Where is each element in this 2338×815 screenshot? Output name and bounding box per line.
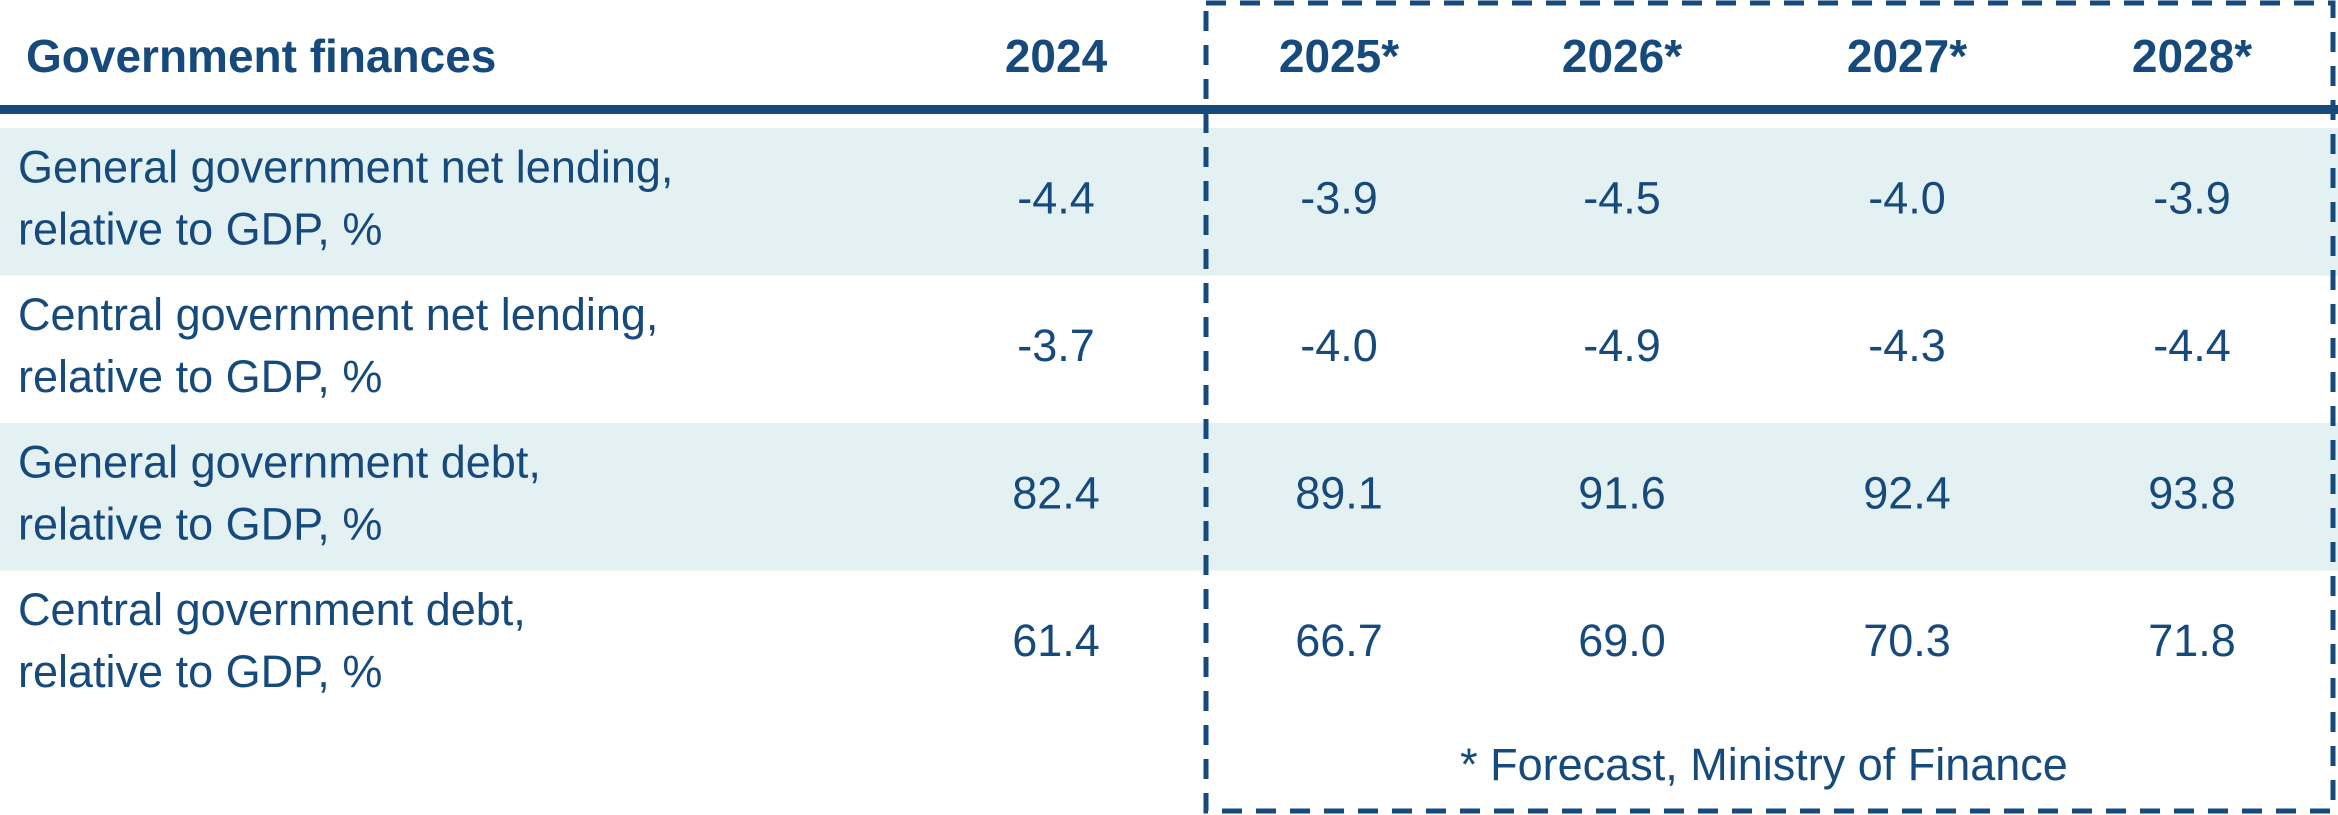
- header-title: Government finances: [26, 30, 496, 82]
- header-year: 2027*: [1847, 30, 1967, 82]
- cell-value: -4.5: [1583, 173, 1661, 224]
- row-label: Central government net lending,: [18, 289, 658, 340]
- cell-value: 71.8: [2148, 615, 2236, 666]
- cell-value: 89.1: [1295, 468, 1383, 519]
- row-band: [0, 423, 2338, 571]
- forecast-box: [1203, 0, 2336, 814]
- header-year: 2026*: [1562, 30, 1682, 82]
- row-label: relative to GDP, %: [18, 204, 382, 255]
- row-band: [0, 128, 2338, 276]
- cell-value: 61.4: [1012, 615, 1100, 666]
- header-year: 2024: [1005, 30, 1108, 82]
- header-rule: [0, 105, 2338, 114]
- header-year: 2025*: [1279, 30, 1399, 82]
- row-label: relative to GDP, %: [18, 499, 382, 550]
- cell-value: 66.7: [1295, 615, 1383, 666]
- cell-value: -4.0: [1300, 320, 1378, 371]
- cell-value: -3.9: [1300, 173, 1378, 224]
- cell-value: -4.0: [1868, 173, 1946, 224]
- cell-value: -3.9: [2153, 173, 2231, 224]
- cell-value: -4.9: [1583, 320, 1661, 371]
- cell-value: -4.3: [1868, 320, 1946, 371]
- row-label: General government net lending,: [18, 142, 673, 193]
- row-bands: [0, 128, 2338, 571]
- row-label: General government debt,: [18, 437, 541, 488]
- row-label: relative to GDP, %: [18, 351, 382, 402]
- cell-value: -4.4: [2153, 320, 2231, 371]
- cell-value: 92.4: [1863, 468, 1951, 519]
- cell-value: 93.8: [2148, 468, 2236, 519]
- row-label: relative to GDP, %: [18, 646, 382, 697]
- cell-value: 70.3: [1863, 615, 1951, 666]
- cell-value: 82.4: [1012, 468, 1100, 519]
- footnote: * Forecast, Ministry of Finance: [1460, 739, 2068, 790]
- cell-value: -3.7: [1017, 320, 1095, 371]
- header-year: 2028*: [2132, 30, 2252, 82]
- row-label: Central government debt,: [18, 584, 526, 635]
- cell-value: -4.4: [1017, 173, 1095, 224]
- cell-value: 91.6: [1578, 468, 1666, 519]
- cell-value: 69.0: [1578, 615, 1666, 666]
